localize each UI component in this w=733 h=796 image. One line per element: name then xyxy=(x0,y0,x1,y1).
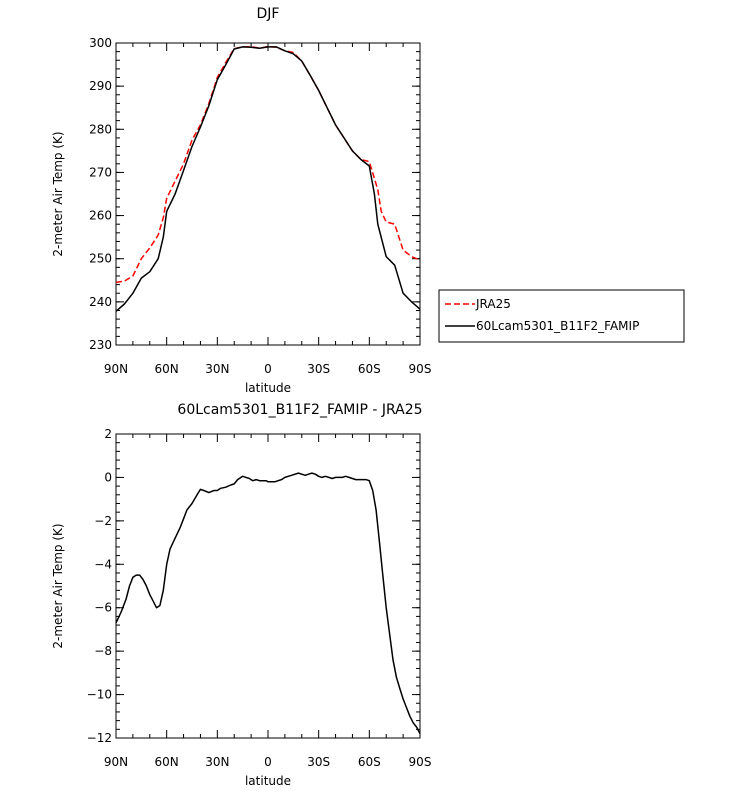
top-y-tick-label: 240 xyxy=(89,295,112,309)
top-y-tick-label: 300 xyxy=(89,36,112,50)
top-y-tick-label: 290 xyxy=(89,79,112,93)
bottom-x-tick-label: 60N xyxy=(155,755,179,769)
bottom-x-tick-label: 0 xyxy=(264,755,272,769)
bottom-y-tick-label: −4 xyxy=(94,557,112,571)
bottom-x-axis-label: latitude xyxy=(245,774,291,788)
bottom-x-tick-label: 90S xyxy=(409,755,432,769)
legend-label-jra25: JRA25 xyxy=(475,297,511,311)
legend: JRA25 60Lcam5301_B11F2_FAMIP xyxy=(438,289,685,343)
bottom-y-tick-label: −10 xyxy=(87,688,112,702)
bottom-y-tick-label: −8 xyxy=(94,644,112,658)
bottom-chart-frame xyxy=(115,433,421,739)
bottom-y-tick-label: −12 xyxy=(87,731,112,745)
top-x-tick-label: 0 xyxy=(264,362,272,376)
bottom-x-tick-label: 60S xyxy=(358,755,381,769)
top-x-tick-label: 30N xyxy=(205,362,229,376)
top-y-tick-label: 230 xyxy=(89,338,112,352)
top-y-tick-label: 260 xyxy=(89,209,112,223)
bottom-chart-title: 60Lcam5301_B11F2_FAMIP - JRA25 xyxy=(177,402,422,418)
top-x-tick-label: 90N xyxy=(104,362,128,376)
bottom-y-tick-label: 0 xyxy=(104,470,112,484)
top-chart-title: DJF xyxy=(257,6,280,22)
top-x-tick-label: 60S xyxy=(358,362,381,376)
top-x-tick-label: 90S xyxy=(409,362,432,376)
top-x-tick-label: 60N xyxy=(155,362,179,376)
bottom-y-tick-label: 2 xyxy=(104,427,112,441)
bottom-y-ticks: −12 −10 −8 −6 −4 −2 0 2 xyxy=(87,427,420,745)
bottom-y-tick-label: −6 xyxy=(94,601,112,615)
legend-label-model: 60Lcam5301_B11F2_FAMIP xyxy=(476,319,639,333)
bottom-series-line-0 xyxy=(115,472,421,735)
bottom-chart: 60Lcam5301_B11F2_FAMIP - JRA25 90N 60N 30N… xyxy=(51,402,431,788)
bottom-x-ticks: 90N 60N 30N 0 30S 60S 90S xyxy=(104,434,432,769)
bottom-y-axis-label: 2-meter Air Temp (K) xyxy=(51,523,65,648)
top-y-ticks: 230 240 250 260 270 280 290 300 xyxy=(89,36,420,352)
bottom-x-tick-label: 90N xyxy=(104,755,128,769)
top-y-tick-label: 280 xyxy=(89,122,112,136)
top-chart: DJF 90N 60N 30N 0 30S 60S 90S 2302402502602702… xyxy=(51,6,431,395)
top-y-axis-label: 2-meter Air Temp (K) xyxy=(51,131,65,256)
top-y-tick-label: 250 xyxy=(89,252,112,266)
top-x-tick-label: 30S xyxy=(307,362,330,376)
top-x-ticks: 90N 60N 30N 0 30S 60S 90S xyxy=(104,43,432,376)
legend-box xyxy=(438,289,685,343)
top-series-group xyxy=(115,45,421,312)
top-y-tick-label: 270 xyxy=(89,165,112,179)
bottom-x-tick-label: 30S xyxy=(307,755,330,769)
bottom-y-tick-label: −2 xyxy=(94,514,112,528)
bottom-series-group xyxy=(115,472,421,735)
bottom-x-tick-label: 30N xyxy=(205,755,229,769)
top-x-axis-label: latitude xyxy=(245,381,291,395)
top-series-line-1 xyxy=(115,46,421,312)
